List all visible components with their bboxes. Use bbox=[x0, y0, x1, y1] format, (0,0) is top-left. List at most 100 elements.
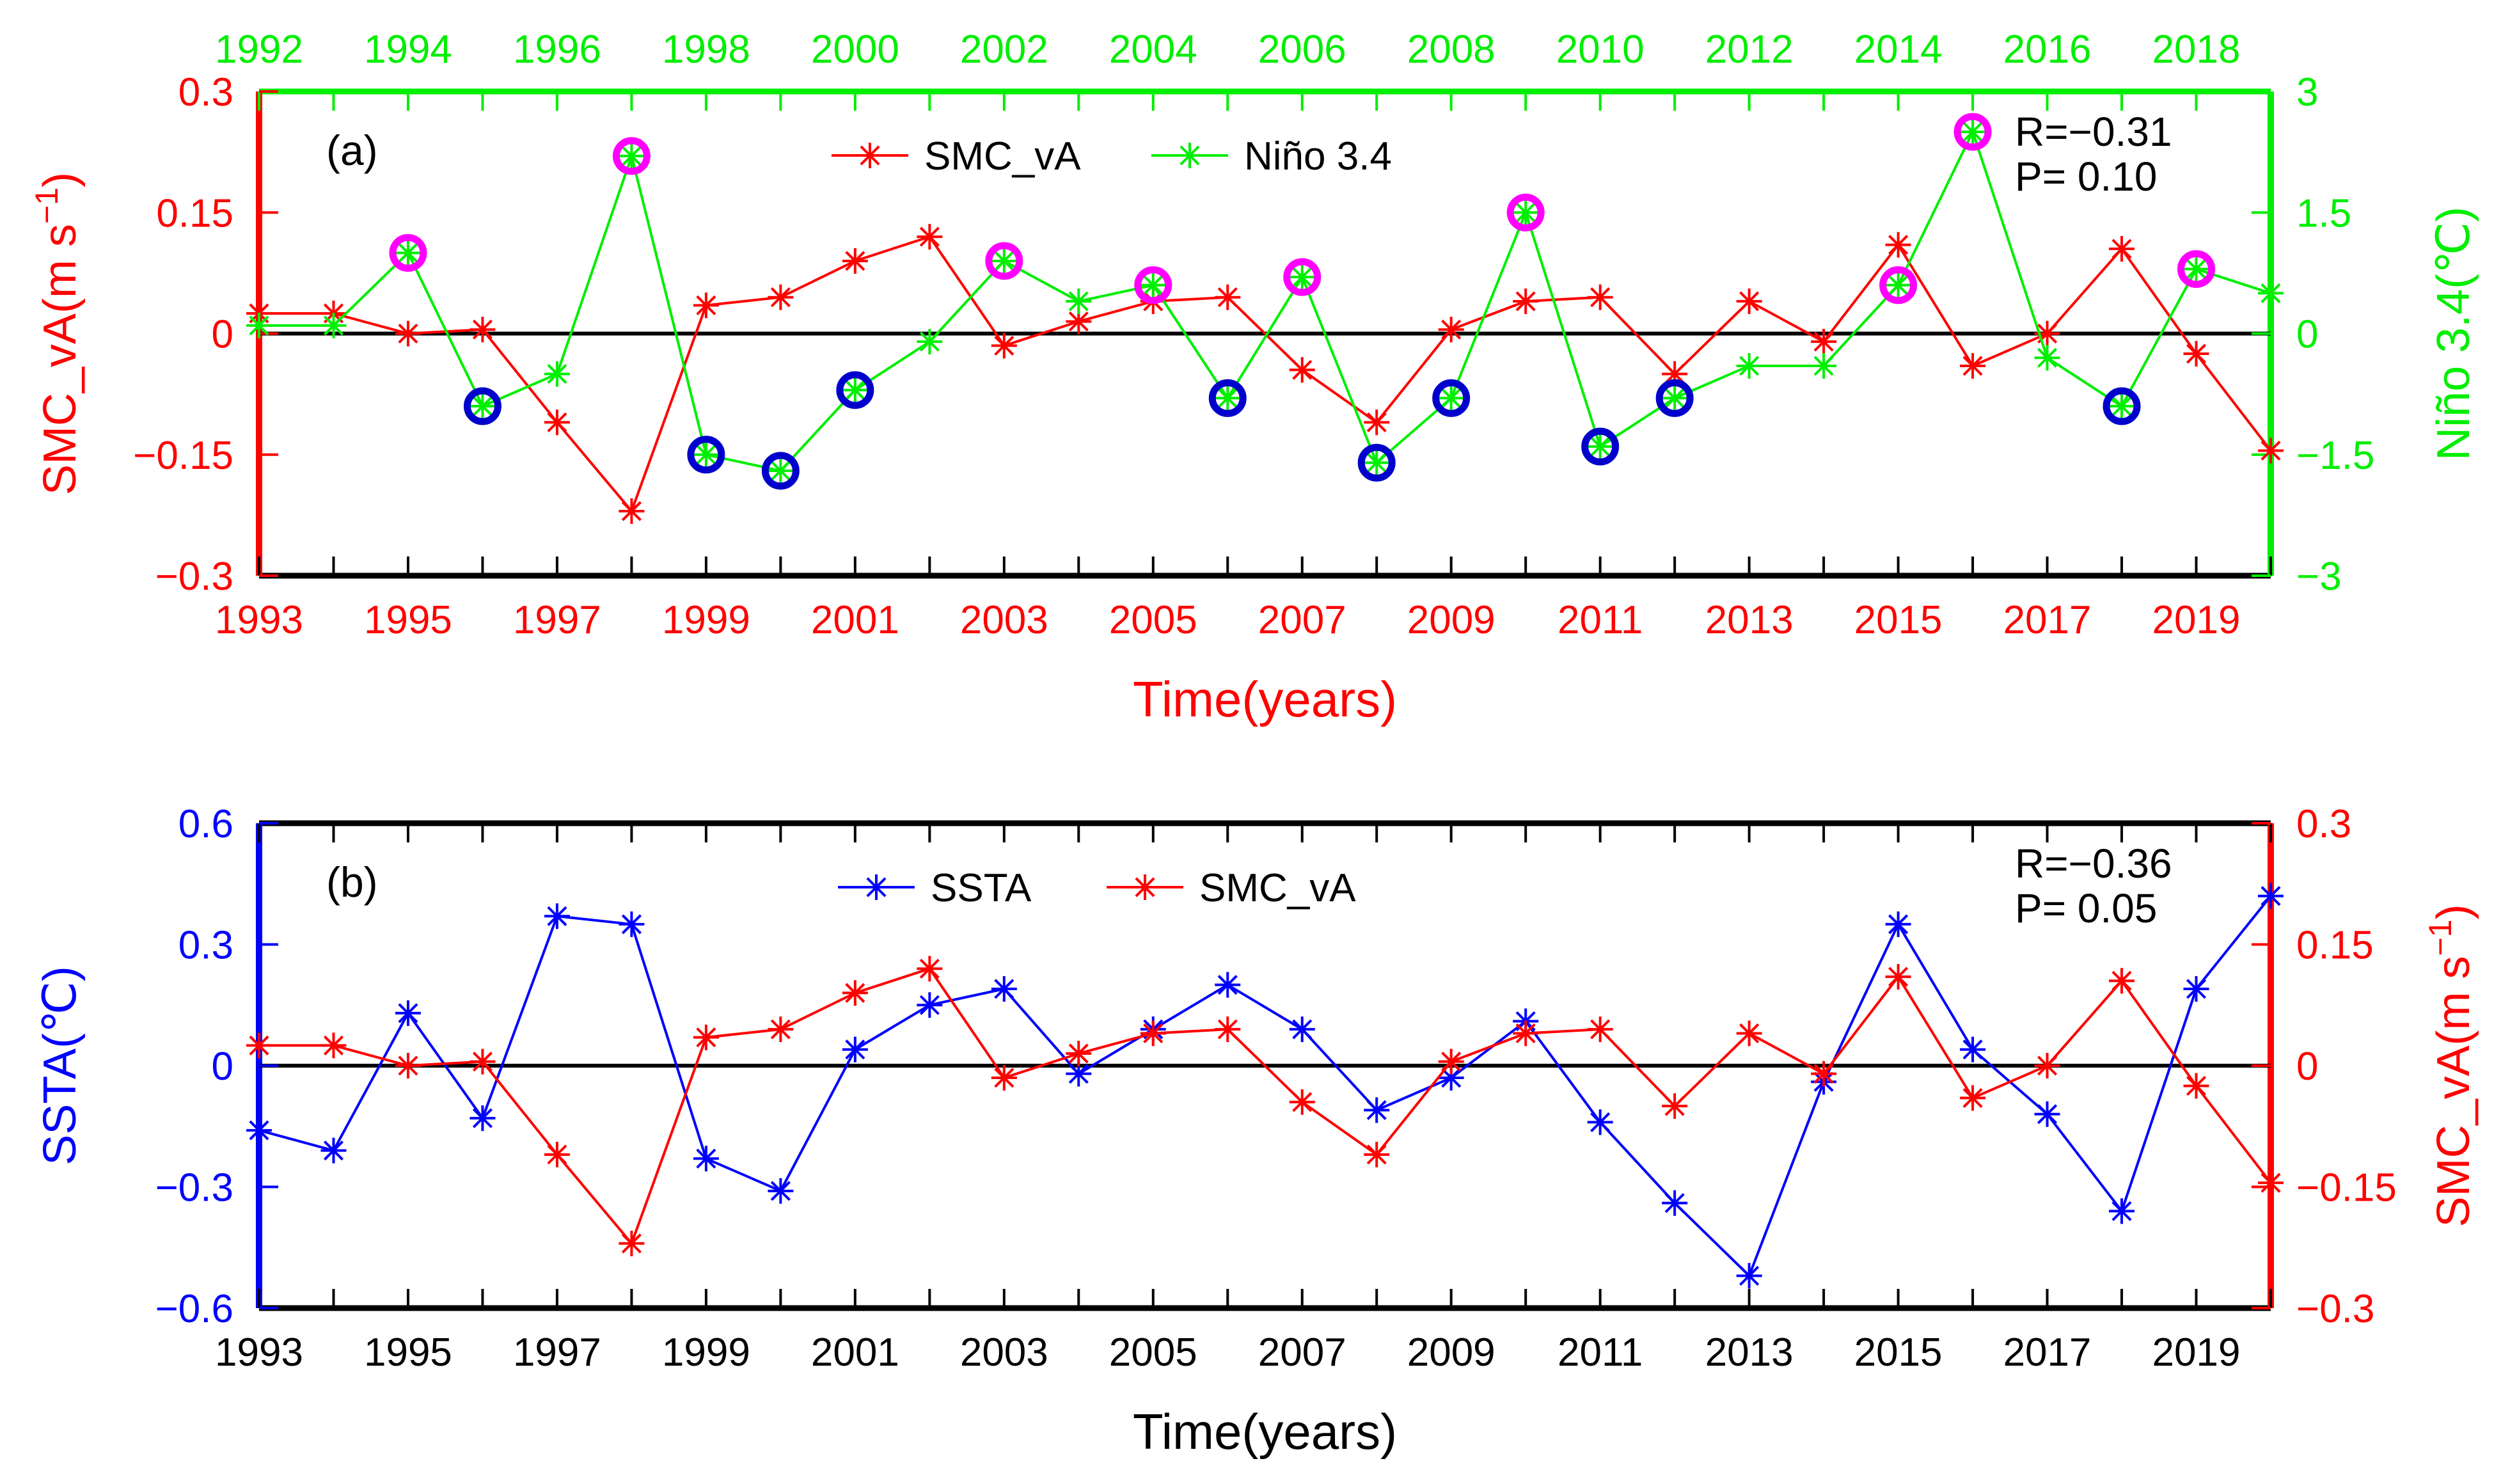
chart-b-series-smc-va-point bbox=[469, 1048, 496, 1075]
chart-b-series-smc-va-point-stroke bbox=[1217, 1019, 1238, 1039]
chart-a-series-smc-va-point bbox=[395, 320, 421, 347]
chart-a-cold-event-marker bbox=[1357, 443, 1396, 482]
chart-a-legend-smc-va-marker bbox=[857, 143, 883, 168]
chart-a-series-smc-va-point bbox=[1960, 352, 1986, 379]
chart-a-warm-event-marker bbox=[2177, 250, 2216, 288]
chart-b-series-ssta-point bbox=[619, 911, 645, 937]
chart-b-x-tick-label: 1999 bbox=[662, 1330, 750, 1375]
chart-b-series-smc-va-point-stroke bbox=[770, 1019, 791, 1039]
chart-a-left-tick-label: −0.3 bbox=[155, 555, 233, 599]
chart-a-series-smc-va-point-stroke bbox=[621, 501, 642, 521]
chart-a-warm-event-marker bbox=[612, 137, 651, 175]
chart-a-series-ni-o-3-4-point bbox=[1885, 272, 1911, 298]
chart-b-series-smc-va-point-stroke bbox=[621, 1233, 642, 1254]
chart-b-x-tick-label: 2013 bbox=[1705, 1330, 1794, 1375]
chart-a-right-tick-label: 1.5 bbox=[2296, 191, 2351, 235]
chart-b-right-axis-title-end: ) bbox=[2428, 904, 2479, 919]
chart-a-series-ni-o-3-4-point bbox=[991, 248, 1017, 274]
chart-a-series-smc-va-point-stroke bbox=[398, 323, 418, 344]
chart-a-x-tick-label: 1997 bbox=[513, 598, 601, 642]
chart-b-legend-smc-va-label: SMC_vA bbox=[1199, 866, 1356, 910]
chart-a-series-ni-o-3-4-point-stroke bbox=[323, 315, 344, 336]
chart-b-series-ssta-point bbox=[2258, 883, 2284, 909]
chart-b-left-tick-label: 0.6 bbox=[178, 802, 233, 846]
chart-a-series-ni-o-3-4-point bbox=[1736, 352, 1762, 379]
chart-a-x-tick-label: 2001 bbox=[811, 598, 899, 642]
chart-a-series-smc-va-point-stroke bbox=[1441, 319, 1462, 340]
chart-b-panel-label: (b) bbox=[326, 858, 378, 906]
chart-a-series-ni-o-3-4-point-stroke bbox=[1888, 275, 1909, 296]
chart-a-series-ni-o-3-4-point bbox=[1140, 272, 1166, 298]
chart-a-annotation-p: P= 0.10 bbox=[2015, 154, 2157, 200]
chart-a-right-tick-label: 0 bbox=[2296, 313, 2318, 357]
chart-a-x-tick-label: 2017 bbox=[2003, 598, 2092, 642]
chart-b-series-smc-va-point-stroke bbox=[249, 1035, 269, 1055]
chart-a-top-tick-label: 2014 bbox=[1854, 28, 1943, 72]
chart-b-series-smc-va-point bbox=[320, 1032, 347, 1059]
chart-b-legend-smc-va-marker bbox=[1132, 874, 1158, 900]
chart-a-right-tick-label: −1.5 bbox=[2296, 434, 2374, 478]
chart-a-series-smc-va-point bbox=[991, 333, 1017, 359]
chart-b-series-smc-va-point-stroke bbox=[2261, 1172, 2281, 1193]
chart-b-x-tick-label: 1995 bbox=[364, 1330, 452, 1375]
chart-b-series-smc-va-point-stroke bbox=[696, 1027, 716, 1048]
chart-b-series-smc-va-point-stroke bbox=[994, 1068, 1014, 1088]
chart-a-series-smc-va-point bbox=[693, 292, 719, 319]
chart-b-series-ssta-point-stroke bbox=[1739, 1265, 1760, 1286]
chart-b-annotation-p: P= 0.05 bbox=[2015, 885, 2157, 931]
chart-b-series-ssta-point bbox=[2109, 1198, 2135, 1224]
chart-a-warm-event-marker bbox=[1506, 193, 1545, 232]
chart-b-legend-smc-va-marker-stroke bbox=[1135, 877, 1155, 897]
chart-b-series-ssta-point-stroke bbox=[621, 914, 642, 935]
chart-a-series-ni-o-3-4-point-stroke bbox=[398, 242, 418, 263]
chart-a-series-smc-va-point bbox=[544, 409, 570, 436]
chart-a-series-ni-o-3-4-point-stroke bbox=[1366, 452, 1387, 473]
chart-b-right-tick-label: 0.15 bbox=[2296, 924, 2374, 968]
chart-a-series-smc-va-point bbox=[1289, 357, 1315, 383]
chart-a-series-smc-va-point bbox=[2109, 236, 2135, 262]
chart-b-series-smc-va-point bbox=[246, 1032, 272, 1059]
chart-a-legend-smc-va-label: SMC_vA bbox=[924, 134, 1081, 178]
chart-a-series-ni-o-3-4-point bbox=[246, 312, 272, 338]
chart-a-x-tick-label: 2011 bbox=[1558, 598, 1643, 642]
chart-b-series-smc-va-point bbox=[1960, 1085, 1986, 1111]
chart-b-series-smc-va-point bbox=[2258, 1170, 2284, 1196]
chart-a-series-smc-va-point bbox=[842, 248, 868, 274]
chart-a-series-ni-o-3-4-line bbox=[259, 128, 2271, 473]
chart-b-series-ssta-point-stroke bbox=[2186, 979, 2207, 999]
chart-a-left-axis-title-end: ) bbox=[35, 172, 86, 187]
chart-a-series-ni-o-3-4-point bbox=[544, 361, 570, 387]
chart-a-series-smc-va-point bbox=[1662, 361, 1688, 387]
chart-a-series-ni-o-3-4-point-stroke bbox=[547, 364, 567, 384]
chart-a-series-ni-o-3-4-point bbox=[1438, 385, 1464, 411]
chart-b-series-ssta-point-stroke bbox=[2261, 886, 2281, 906]
chart-b-x-tick-label: 2007 bbox=[1258, 1330, 1346, 1375]
chart-b-right-tick-label: −0.3 bbox=[2296, 1287, 2374, 1331]
chart-b-x-axis-title: Time(years) bbox=[1133, 1403, 1397, 1460]
chart-b-series-smc-va-point bbox=[2034, 1053, 2060, 1078]
chart-a-legend-ni-o-3-4-marker-stroke bbox=[1180, 145, 1200, 166]
chart-a-x-tick-label: 2005 bbox=[1109, 598, 1197, 642]
chart-b-series-smc-va-point-stroke bbox=[323, 1035, 344, 1055]
chart-b-series-smc-va-point-stroke bbox=[2111, 970, 2132, 991]
chart-b-series-ssta-point-stroke bbox=[1590, 1112, 1611, 1132]
chart-b-left-tick-label: −0.6 bbox=[155, 1287, 233, 1331]
chart-b-series-smc-va-point-stroke bbox=[1441, 1052, 1462, 1072]
chart-b-legend-ssta-marker bbox=[864, 874, 889, 900]
chart-b-series-smc-va-point bbox=[768, 1016, 794, 1043]
chart-a-series-smc-va-point-stroke bbox=[1366, 412, 1387, 432]
chart-b-series-smc-va-point-stroke bbox=[472, 1052, 493, 1072]
chart-a-series-ni-o-3-4-point-stroke bbox=[1441, 388, 1462, 408]
chart-a-legend-ni-o-3-4-label: Niño 3.4 bbox=[1244, 134, 1392, 178]
chart-b-x-tick-label: 2009 bbox=[1407, 1330, 1495, 1375]
chart-b-series-smc-va-point-stroke bbox=[1739, 1023, 1760, 1044]
chart-a-cold-event-marker bbox=[1432, 379, 1471, 417]
chart-b-series-smc-va-point-stroke bbox=[1664, 1096, 1685, 1116]
chart-a-series-ni-o-3-4-point-stroke bbox=[472, 396, 493, 416]
chart-a-top-tick-label: 1994 bbox=[364, 28, 452, 72]
chart-b-series-smc-va-point bbox=[1140, 1020, 1166, 1046]
chart-a-left-tick-label: 0.15 bbox=[156, 191, 233, 235]
chart-a-x-tick-label: 2007 bbox=[1258, 598, 1346, 642]
chart-a-series-smc-va-point bbox=[619, 498, 645, 525]
chart-a-top-tick-label: 2002 bbox=[960, 28, 1048, 72]
